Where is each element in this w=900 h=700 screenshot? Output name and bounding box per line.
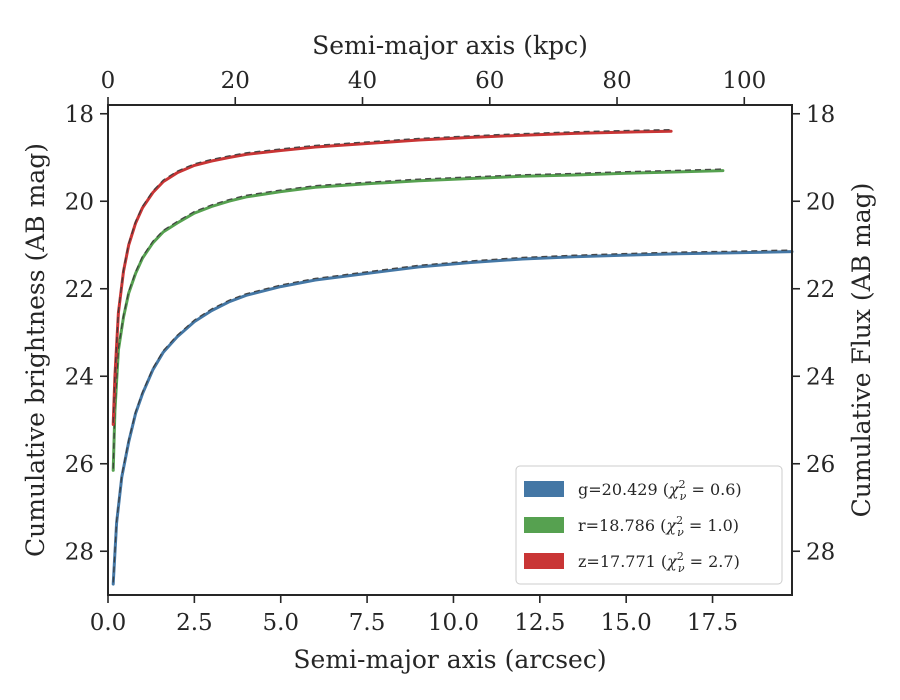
x-tick-label-5: 12.5: [514, 610, 565, 636]
series-2-line: [111, 129, 673, 426]
series-0-line: [111, 250, 794, 586]
x-axis-title: Semi-major axis (arcsec): [293, 645, 606, 674]
legend-swatch-0: [524, 481, 564, 497]
series-layer: [111, 128, 794, 586]
legend-swatch-1: [524, 517, 564, 533]
series-0-fit-line: [112, 249, 793, 583]
x-tick-label-3: 7.5: [349, 610, 386, 636]
x-tick-label-2: 5.0: [262, 610, 299, 636]
series-1-fit-line: [112, 168, 723, 469]
right-y-tick-label-5: 28: [806, 539, 835, 565]
top-x-tick-label-3: 60: [475, 68, 504, 94]
axes-layer: 0.0 2.5 5.0 7.5 10.0 12.5 15.0 17.5 0 20 40 60 80 100…: [65, 68, 836, 636]
series-1-line: [111, 169, 725, 472]
plot-frame: [107, 104, 793, 596]
x-tick-label-6: 15.0: [601, 610, 652, 636]
x-tick-label-7: 17.5: [687, 610, 738, 636]
legend-label-2: z=17.771 (χ2 ν = 2.7): [578, 550, 740, 575]
legend: g=20.429 (χ2 ν = 0.6) r=18.786 (χ2 ν = 1.0)…: [515, 465, 783, 585]
x-tick-label-4: 10.0: [428, 610, 479, 636]
top-x-tick-label-1: 20: [221, 68, 250, 94]
x-tick-label-0: 0.0: [90, 610, 127, 636]
y-tick-label-4: 26: [65, 452, 94, 478]
right-y-tick-label-0: 18: [806, 102, 835, 128]
series-2-fit-line: [112, 128, 672, 423]
y-tick-label-2: 22: [65, 277, 94, 303]
x-tick-label-1: 2.5: [176, 610, 213, 636]
right-y-axis-title: Cumulative Flux (AB mag): [847, 183, 876, 518]
top-x-tick-label-0: 0: [101, 68, 116, 94]
top-x-tick-label-5: 100: [722, 68, 766, 94]
right-y-tick-label-2: 22: [806, 277, 835, 303]
y-axis-title: Cumulative brightness (AB mag): [21, 143, 50, 557]
legend-swatch-2: [524, 553, 564, 569]
y-tick-label-0: 18: [65, 102, 94, 128]
right-y-tick-label-3: 24: [806, 364, 835, 390]
top-x-tick-label-2: 40: [348, 68, 377, 94]
top-x-axis-title: Semi-major axis (kpc): [312, 31, 588, 60]
y-tick-label-3: 24: [65, 364, 94, 390]
legend-label-1: r=18.786 (χ2 ν = 1.0): [578, 514, 739, 539]
legend-label-0: g=20.429 (χ2 ν = 0.6): [578, 478, 742, 503]
right-y-tick-label-4: 26: [806, 452, 835, 478]
y-tick-label-1: 20: [65, 189, 94, 215]
right-y-tick-label-1: 20: [806, 189, 835, 215]
top-x-tick-label-4: 80: [602, 68, 631, 94]
y-tick-label-5: 28: [65, 539, 94, 565]
legend-box: [515, 465, 783, 585]
